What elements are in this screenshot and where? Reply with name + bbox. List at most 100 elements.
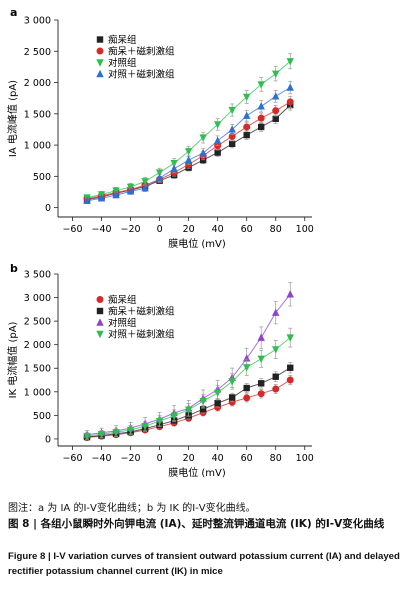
data-point [257, 81, 265, 89]
data-point [126, 187, 135, 195]
data-point [287, 364, 294, 371]
x-tick-label: 20 [183, 453, 195, 464]
x-tick-label: 60 [241, 453, 253, 464]
data-point [242, 354, 251, 362]
data-point [272, 70, 280, 78]
data-point [286, 58, 294, 66]
data-point [272, 308, 280, 316]
legend-marker [96, 36, 104, 43]
data-point [272, 385, 280, 393]
y-tick-label: 500 [33, 172, 51, 183]
data-point [257, 102, 265, 110]
data-point [184, 155, 193, 164]
legend-marker [96, 318, 104, 326]
legend-label: 对照＋磁刺激组 [108, 329, 175, 341]
data-point [242, 364, 251, 372]
chart-b-svg: b 0 500 1 000 1 500 2 000 2 500 3 000 3 500 −60 −4… [6, 262, 314, 479]
x-tick-label: 40 [212, 453, 224, 464]
x-tick-label: 100 [296, 453, 314, 464]
data-point [170, 164, 178, 173]
data-point [242, 111, 251, 119]
data-point [257, 114, 265, 122]
x-tick-label: 0 [157, 453, 163, 464]
data-point [184, 406, 193, 414]
series-4 [83, 327, 294, 441]
data-point [286, 290, 294, 298]
y-tick-label: 500 [33, 411, 51, 422]
figure-caption-en: Figure 8 | I-V variation curves of trans… [8, 551, 400, 577]
series-line [86, 87, 291, 202]
data-point [286, 98, 294, 106]
data-point [272, 107, 280, 115]
data-point [257, 333, 265, 341]
legend-label: 对照组 [108, 57, 137, 69]
data-point [199, 134, 207, 142]
legend-label: 痴呆组 [108, 34, 137, 46]
y-tick-label: 1 000 [24, 141, 51, 152]
x-tick-label: 80 [270, 453, 282, 464]
data-point [257, 390, 265, 398]
x-tick-label: −20 [121, 453, 141, 464]
data-point [214, 149, 221, 156]
data-point [141, 423, 149, 431]
legend-label: 对照＋磁刺激组 [108, 69, 175, 81]
data-point [242, 93, 251, 102]
data-point [199, 398, 207, 406]
data-point [199, 149, 207, 157]
chart-a-svg: a 0 500 1 000 1 500 2 000 2 500 3 000 −60 −40 −20 0… [6, 6, 314, 250]
data-point [272, 346, 280, 354]
y-tick-label: 3 500 [24, 270, 51, 281]
series-4 [83, 80, 294, 204]
legend-marker [96, 307, 104, 315]
y-tick-label: 2 000 [24, 78, 51, 89]
legend-marker [96, 296, 104, 303]
legend-label: 痴呆组 [108, 294, 137, 306]
data-point [272, 92, 280, 100]
data-point [155, 174, 164, 182]
x-tick-label: −60 [62, 453, 82, 464]
y-axis-label: IA 电流峰值 (pA) [6, 80, 19, 157]
data-point [243, 394, 251, 402]
legend-marker [96, 47, 104, 55]
legend-marker [96, 330, 104, 339]
y-tick-label: 1 500 [24, 109, 51, 120]
x-tick-label: −60 [62, 224, 82, 235]
y-tick-label: 1 000 [24, 387, 51, 398]
figure-note: 图注：a 为 IA 的Ⅰ-Ⅴ变化曲线；b 为 IK 的Ⅰ-Ⅴ变化曲线。 [8, 503, 256, 514]
data-point [243, 123, 251, 131]
panel-letter: a [10, 6, 17, 19]
data-point [243, 384, 250, 392]
figure-caption-cn: 图 8 | 各组小鼠瞬时外向钾电流 (IA)、延时整流钾通道电流 (IK) 的Ⅰ… [8, 518, 385, 530]
y-tick-label: 0 [45, 203, 51, 214]
x-tick-label: 0 [157, 224, 163, 235]
legend-marker [96, 59, 104, 67]
data-point [112, 429, 120, 437]
data-point [228, 378, 236, 386]
data-point [214, 399, 221, 407]
y-tick-label: 2 000 [24, 340, 51, 351]
data-point [228, 394, 236, 401]
data-point [97, 194, 106, 202]
data-point [141, 178, 149, 186]
data-point [199, 406, 207, 413]
x-tick-label: 20 [183, 224, 195, 235]
y-tick-label: 2 500 [24, 47, 51, 58]
data-point [228, 106, 236, 115]
data-point [170, 412, 178, 421]
y-tick-label: 0 [45, 434, 51, 445]
data-point [228, 140, 236, 148]
x-tick-label: −40 [92, 453, 112, 464]
x-axis-label: 膜电位 (mV) [168, 237, 226, 250]
y-tick-label: 3 000 [24, 293, 51, 304]
y-tick-label: 3 000 [24, 16, 51, 27]
data-point [126, 426, 135, 435]
x-tick-label: 80 [270, 224, 282, 235]
data-point [243, 131, 250, 139]
data-point [170, 160, 178, 168]
data-point [272, 115, 279, 123]
data-point [213, 136, 222, 144]
legend-label: 痴呆＋磁刺激组 [108, 306, 175, 318]
y-axis-label: IK 电流幅值 (pA) [6, 321, 19, 398]
legend-marker [96, 69, 104, 78]
data-point [286, 376, 294, 384]
